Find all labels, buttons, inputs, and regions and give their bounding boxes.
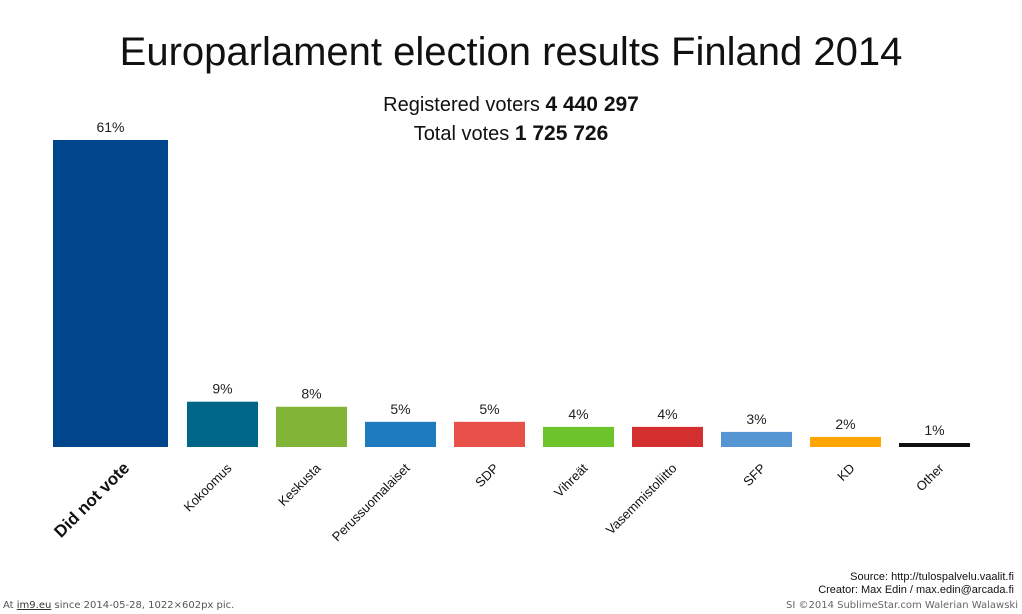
creator-line: Creator: Max Edin / max.edin@arcada.fi [818,584,1014,596]
bar-vasemmistoliitto [632,426,703,447]
category-label: Other [913,460,947,494]
footer-right: SI ©2014 SublimeStar.com Walerian Walaws… [786,600,1018,611]
category-label: SFP [740,461,768,489]
footer-left: At im9.eu since 2014-05-28, 1022×602px p… [3,600,234,611]
chart-title: Europarlament election results Finland 2… [119,30,903,74]
registered-voters-label: Registered voters [383,94,540,116]
bar-did-not-vote [53,140,168,447]
category-label: SDP [472,461,502,491]
source-line: Source: http://tulospalvelu.vaalit.fi [850,571,1014,583]
bar-keskusta [276,406,347,447]
footer-since: since 2014-05-28, 1022×602px pic. [54,600,235,611]
category-label: KD [834,461,857,484]
total-votes-value: 1 725 726 [514,122,609,145]
category-label: Vasemmistoliitto [603,461,680,538]
bar-chart: 61% Did not vote 9% Kokoomus 8% Keskusta 5% Per… [50,119,970,544]
bar-sdp [454,421,525,447]
category-label: Keskusta [275,460,324,509]
value-label: 4% [568,406,588,422]
footer-site-link[interactable]: im9.eu [16,600,52,611]
bar-vihre-t [543,426,614,447]
bar-sfp [721,431,792,447]
value-label: 1% [924,422,944,438]
value-label: 3% [746,411,766,427]
category-label: Perussuomalaiset [329,460,413,544]
registered-voters: Registered voters 4 440 297 [0,93,1022,117]
category-label: Kokoomus [181,460,235,514]
value-label: 5% [390,401,410,417]
category-label: Did not vote [50,458,133,541]
value-label: 5% [479,401,499,417]
value-label: 2% [835,416,855,432]
value-label: 61% [96,119,124,135]
bar-other [899,443,970,447]
footer-prefix: At [3,600,14,611]
total-votes: Total votes 1 725 726 [0,122,1022,146]
bar-kd [810,436,881,447]
value-label: 9% [212,381,232,397]
value-label: 8% [301,386,321,402]
value-label: 4% [657,406,677,422]
category-label: Vihreät [551,460,591,500]
bar-kokoomus [187,401,258,447]
bar-perussuomalaiset [365,421,436,447]
registered-voters-value: 4 440 297 [545,93,639,116]
total-votes-label: Total votes [413,123,510,145]
